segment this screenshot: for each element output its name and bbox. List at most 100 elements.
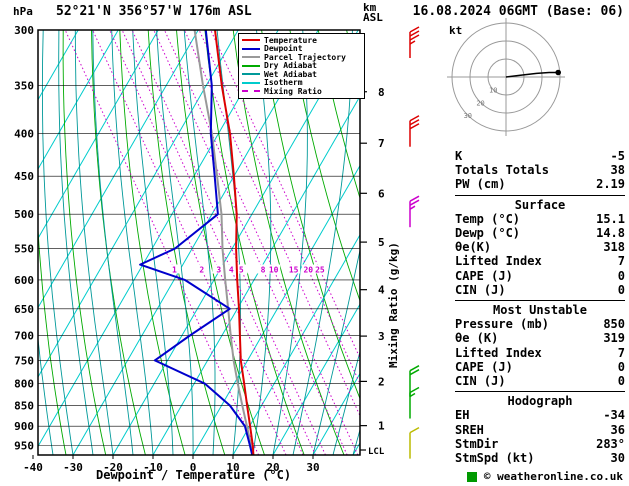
isotherm-line xyxy=(38,30,279,448)
stat-value: 30 xyxy=(610,451,625,466)
stat-label: Lifted Index xyxy=(455,345,542,360)
dry-adiabat-line xyxy=(261,30,360,400)
wet-adiabat-line xyxy=(312,248,360,455)
pressure-tick-label: 500 xyxy=(14,208,34,221)
stat-label: CAPE (J) xyxy=(455,268,513,283)
stat-value: 0 xyxy=(617,374,625,389)
mixing-ratio-axis-label: Mixing Ratio (g/kg) xyxy=(387,242,400,368)
stat-label: Lifted Index xyxy=(455,254,542,269)
mixing-ratio-label: 20 xyxy=(303,266,313,275)
stat-label: Dewp (°C) xyxy=(455,226,521,241)
isotherm-line xyxy=(192,164,360,455)
stat-row: Pressure (mb) 850 xyxy=(455,317,625,331)
mixing-ratio-label-bg xyxy=(313,264,327,274)
section-title: Most Unstable xyxy=(493,303,587,318)
mixing-ratio-line xyxy=(121,30,316,455)
wet-adiabat-line xyxy=(156,30,194,455)
pressure-tick-label: 300 xyxy=(14,24,34,37)
section-title: Surface xyxy=(514,197,566,212)
wet-adiabat-line xyxy=(252,30,272,455)
dry-adiabat-line xyxy=(62,30,107,455)
copyright-text: © weatheronline.co.uk xyxy=(483,470,623,483)
hodograph-ring-label: 20 xyxy=(476,99,484,107)
km-tick-label: 4 xyxy=(378,284,385,297)
mixing-ratio-line xyxy=(131,30,326,455)
stat-row: Lifted Index 7 xyxy=(455,254,625,268)
mixing-ratio-label-bg xyxy=(287,264,301,274)
legend-item: Dry Adiabat xyxy=(242,61,364,70)
mixing-ratio-label-bg xyxy=(234,264,248,274)
mixing-ratio-label: 4 xyxy=(229,266,234,275)
pressure-tick-label: 900 xyxy=(14,420,34,433)
mixing-ratio-line xyxy=(164,30,359,455)
wind-barb xyxy=(409,26,420,58)
stat-label: StmSpd (kt) xyxy=(455,451,535,466)
stat-value: -34 xyxy=(603,408,625,423)
altitude-unit-label: km ASL xyxy=(363,2,383,23)
legend-item: Parcel Trajectory xyxy=(242,53,364,62)
legend-swatch xyxy=(242,90,260,93)
stat-row: StmDir 283° xyxy=(455,437,625,451)
stat-row: CAPE (J) 0 xyxy=(455,269,625,283)
stat-value: -5 xyxy=(610,149,625,163)
stat-label: Totals Totals xyxy=(455,163,549,178)
stat-value: 36 xyxy=(610,422,625,437)
legend-item: Mixing Ratio xyxy=(242,87,364,96)
mixing-ratio-label: 10 xyxy=(269,266,279,275)
isotherm-line xyxy=(38,30,119,171)
stat-value: 283° xyxy=(596,436,625,451)
isotherm-line xyxy=(72,30,319,455)
stat-row: Temp (°C) 15.1 xyxy=(455,212,625,226)
mixing-ratio-label: 25 xyxy=(315,266,325,275)
temp-tick-label: 30 xyxy=(306,461,319,474)
pressure-tick-label: 350 xyxy=(14,80,34,93)
mixing-ratio-line xyxy=(109,30,304,455)
wet-adiabat-line xyxy=(74,30,114,455)
wet-adiabat-line xyxy=(38,334,54,455)
stat-row: θe(K) 318 xyxy=(455,240,625,254)
temp-tick-label: 10 xyxy=(226,461,239,474)
wet-adiabat-line xyxy=(58,30,94,455)
hodograph-ring xyxy=(469,40,543,114)
isotherm-line xyxy=(38,30,199,309)
legend-label: Parcel Trajectory xyxy=(264,52,346,62)
km-tick-label: 2 xyxy=(378,375,385,388)
dry-adiabat-line xyxy=(119,30,186,455)
stat-value: 318 xyxy=(603,240,625,255)
mixing-ratio-label: 3 xyxy=(216,266,221,275)
wet-adiabat-line xyxy=(92,30,134,455)
sounding-curves xyxy=(139,30,255,455)
temp-tick-label: -40 xyxy=(23,461,43,474)
wet-adiabat-line xyxy=(272,30,308,455)
stat-value: 14.8 xyxy=(596,226,625,241)
mixing-ratio-line xyxy=(92,30,287,455)
mixing-ratio-label-bg xyxy=(224,264,238,274)
stat-label: StmDir xyxy=(455,436,499,451)
mixing-ratio-line xyxy=(198,30,360,385)
legend-item: Dewpoint xyxy=(242,44,364,53)
mixing-ratio-label-bg xyxy=(256,264,270,274)
pressure-tick-label: 750 xyxy=(14,354,34,367)
stat-value: 850 xyxy=(603,317,625,332)
pressure-tick-label: 400 xyxy=(14,128,34,141)
section-divider xyxy=(455,391,625,393)
hodograph: 10 20 30 kt xyxy=(447,18,565,136)
section-divider xyxy=(455,300,625,302)
stat-value: 7 xyxy=(617,345,625,360)
pressure-tick-label: 800 xyxy=(14,378,34,391)
weatheronline-logo xyxy=(466,471,477,482)
isotherm-line xyxy=(38,30,239,379)
wet-adiabat-line xyxy=(183,30,216,455)
stat-label: CIN (J) xyxy=(455,282,506,297)
wet-adiabat-line xyxy=(292,30,353,455)
pressure-tick-label: 650 xyxy=(14,303,34,316)
km-tick-label: 6 xyxy=(378,187,385,200)
legend-label: Mixing Ratio xyxy=(264,86,322,96)
stat-row: EH -34 xyxy=(455,408,625,422)
mixing-ratio-label: 8 xyxy=(261,266,266,275)
wind-barb xyxy=(409,115,420,147)
hodograph-trace xyxy=(505,71,559,78)
wind-barb xyxy=(409,195,420,228)
